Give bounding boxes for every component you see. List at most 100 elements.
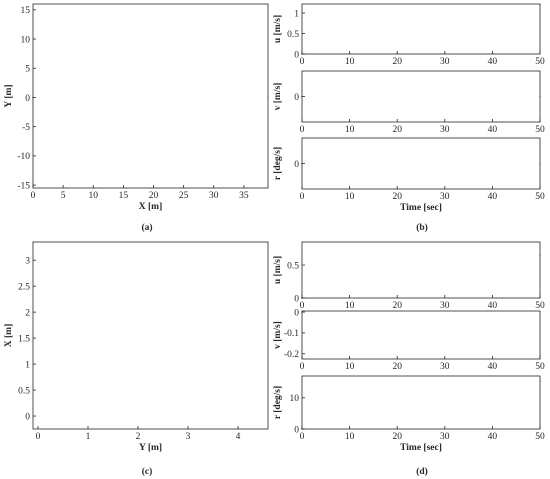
chart-b-r: 0 10 20 30 40 50 0 Time [sec] r [deg/s] bbox=[273, 137, 545, 213]
y-tick-label: 15 bbox=[21, 6, 31, 16]
x-tick-label: 0 bbox=[300, 125, 305, 135]
axes-frame bbox=[301, 241, 541, 299]
chart-a-xy: 0 5 10 15 20 25 30 35 -15 -10 -5 0 5 10 15 X [m] Y [m] bbox=[4, 3, 269, 212]
caption-d: (d) bbox=[416, 466, 428, 477]
x-tick-label: 30 bbox=[440, 432, 450, 442]
axes-frame bbox=[301, 3, 541, 55]
x-tick-label: 20 bbox=[392, 192, 402, 202]
caption-c: (c) bbox=[142, 466, 153, 477]
x-tick-label: 0 bbox=[36, 432, 41, 442]
x-tick-label: 0 bbox=[300, 362, 305, 372]
y-tick-label: 10 bbox=[290, 394, 300, 404]
x-tick-label: 10 bbox=[345, 192, 355, 202]
x-tick-label: 10 bbox=[345, 362, 355, 372]
x-tick-label: 40 bbox=[488, 192, 498, 202]
x-axis-label: Y [m] bbox=[139, 443, 162, 453]
axes-frame bbox=[301, 375, 541, 430]
x-tick-label: 40 bbox=[488, 125, 498, 135]
y-axis-label: v [m/s] bbox=[273, 321, 283, 349]
x-tick-label: 20 bbox=[392, 57, 402, 67]
chart-b-v: 0 10 20 30 40 50 0 v [m/s] bbox=[273, 70, 545, 135]
x-tick-label: 20 bbox=[392, 125, 402, 135]
x-tick-label: 10 bbox=[345, 432, 355, 442]
x-tick-label: 0 bbox=[300, 301, 305, 311]
x-tick-label: 10 bbox=[89, 191, 99, 201]
y-tick-label: -15 bbox=[17, 181, 30, 191]
y-axis-label: v [m/s] bbox=[273, 83, 283, 111]
chart-b-u: 0 10 20 30 40 50 0 0.5 1 u [m/s] bbox=[273, 3, 545, 67]
y-tick-label: 2 bbox=[25, 308, 30, 318]
x-tick-label: 20 bbox=[392, 301, 402, 311]
y-tick-label: 0 bbox=[294, 93, 299, 103]
y-tick-label: 3 bbox=[25, 256, 30, 266]
x-axis-label: Time [sec] bbox=[400, 203, 442, 213]
x-tick-label: 10 bbox=[345, 125, 355, 135]
axes-frame bbox=[301, 310, 541, 360]
x-tick-label: 30 bbox=[440, 362, 450, 372]
x-tick-label: 25 bbox=[179, 191, 189, 201]
x-tick-label: 30 bbox=[440, 192, 450, 202]
y-tick-label: 0.5 bbox=[287, 261, 299, 271]
x-tick-label: 30 bbox=[440, 57, 450, 67]
x-tick-label: 0 bbox=[31, 191, 36, 201]
x-tick-label: 0 bbox=[300, 192, 305, 202]
y-tick-label: -0.2 bbox=[284, 350, 299, 360]
x-tick-label: 3 bbox=[186, 432, 191, 442]
x-tick-label: 20 bbox=[149, 191, 159, 201]
x-tick-label: 50 bbox=[535, 192, 545, 202]
y-tick-label: 0.5 bbox=[287, 30, 299, 40]
x-tick-label: 35 bbox=[239, 191, 249, 201]
axes-frame bbox=[301, 70, 541, 123]
y-tick-label: 0.5 bbox=[18, 386, 30, 396]
x-tick-label: 15 bbox=[119, 191, 129, 201]
x-axis-label: Time [sec] bbox=[400, 443, 442, 453]
chart-d-r: 0 10 20 30 40 50 0 10 Time [sec] r [deg/s] bbox=[273, 375, 545, 453]
x-tick-label: 50 bbox=[535, 432, 545, 442]
x-tick-label: 0 bbox=[300, 57, 305, 67]
y-axis-label: r [deg/s] bbox=[273, 147, 283, 180]
y-axis-label: r [deg/s] bbox=[273, 386, 283, 419]
y-tick-label: -5 bbox=[22, 123, 30, 133]
x-tick-label: 20 bbox=[392, 362, 402, 372]
x-tick-label: 30 bbox=[440, 301, 450, 311]
x-tick-label: 20 bbox=[392, 432, 402, 442]
y-tick-label: 1 bbox=[25, 360, 30, 370]
x-tick-label: 0 bbox=[300, 432, 305, 442]
y-tick-label: -10 bbox=[17, 152, 30, 162]
y-tick-label: -0.1 bbox=[284, 329, 299, 339]
y-tick-label: 2.5 bbox=[18, 282, 30, 292]
y-tick-label: 0 bbox=[294, 294, 299, 304]
y-tick-label: 1 bbox=[294, 9, 299, 19]
y-tick-label: 10 bbox=[21, 35, 31, 45]
x-tick-label: 50 bbox=[535, 57, 545, 67]
x-tick-label: 30 bbox=[440, 125, 450, 135]
y-tick-label: 1.5 bbox=[18, 334, 30, 344]
x-tick-label: 50 bbox=[535, 301, 545, 311]
x-tick-label: 40 bbox=[488, 432, 498, 442]
x-tick-label: 5 bbox=[61, 191, 66, 201]
y-tick-label: 0 bbox=[25, 412, 30, 422]
axes-frame bbox=[301, 137, 541, 190]
x-tick-label: 30 bbox=[209, 191, 219, 201]
x-tick-label: 40 bbox=[488, 57, 498, 67]
y-axis-label: u [m/s] bbox=[273, 15, 283, 43]
x-tick-label: 4 bbox=[236, 432, 241, 442]
x-tick-label: 10 bbox=[345, 301, 355, 311]
y-tick-label: 0 bbox=[294, 50, 299, 60]
caption-b: (b) bbox=[416, 222, 428, 233]
axes-frame bbox=[32, 241, 269, 430]
x-axis-label: X [m] bbox=[139, 202, 162, 212]
x-tick-label: 1 bbox=[86, 432, 91, 442]
caption-a: (a) bbox=[141, 222, 152, 233]
x-tick-label: 50 bbox=[535, 125, 545, 135]
y-axis-label: Y [m] bbox=[4, 84, 14, 107]
y-tick-label: 0 bbox=[294, 160, 299, 170]
x-tick-label: 40 bbox=[488, 362, 498, 372]
y-axis-label: u [m/s] bbox=[273, 256, 283, 284]
x-tick-label: 40 bbox=[488, 301, 498, 311]
y-tick-label: 5 bbox=[25, 65, 30, 75]
y-axis-label: X [m] bbox=[4, 324, 14, 347]
x-tick-label: 10 bbox=[345, 57, 355, 67]
axes-frame bbox=[32, 3, 269, 189]
